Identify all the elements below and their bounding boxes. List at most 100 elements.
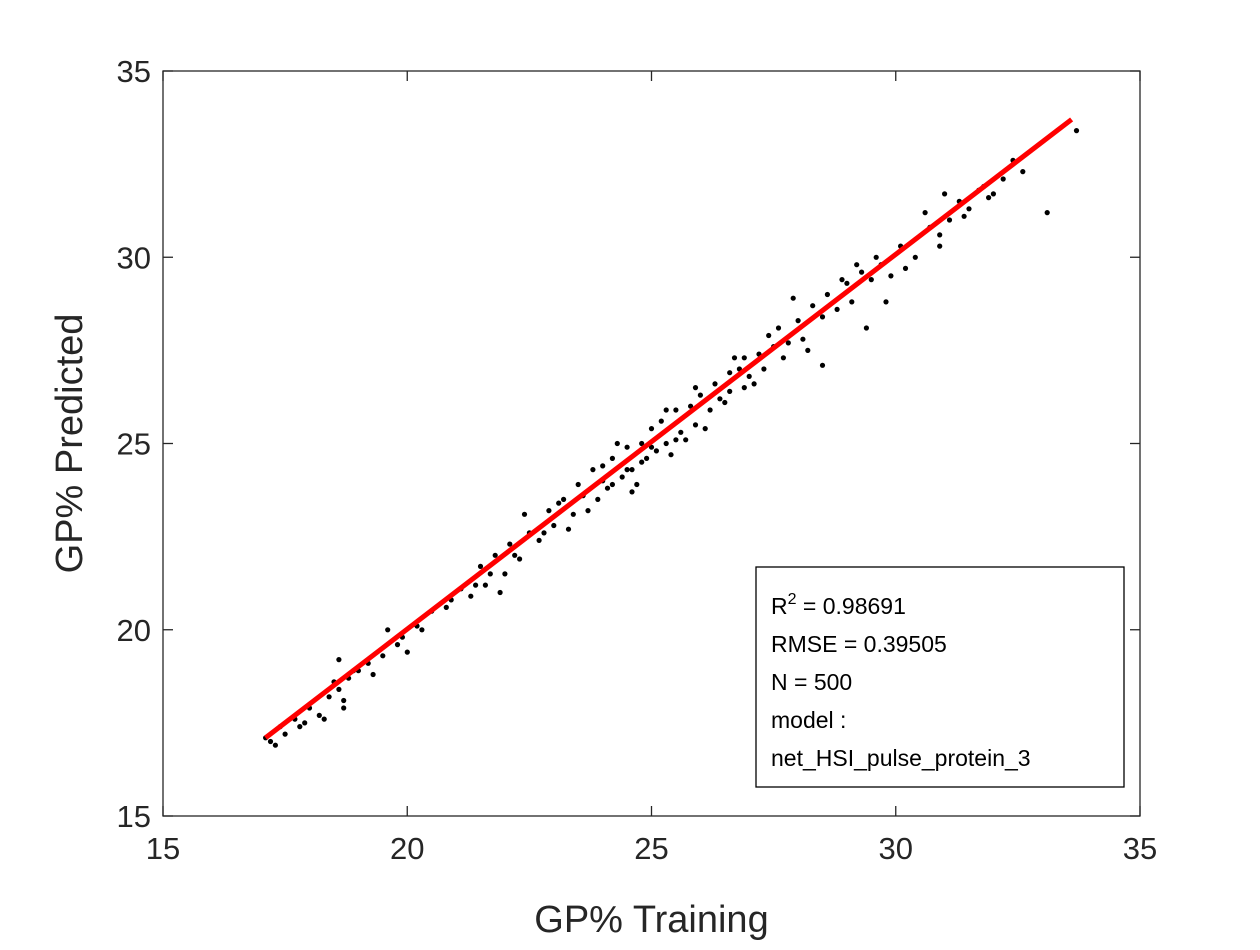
data-point bbox=[653, 448, 660, 454]
data-point bbox=[604, 485, 611, 491]
data-point bbox=[961, 213, 967, 219]
data-point bbox=[810, 303, 816, 309]
y-tick-label: 15 bbox=[117, 799, 151, 834]
data-point bbox=[487, 571, 493, 577]
data-point bbox=[404, 649, 410, 655]
y-tick-label: 30 bbox=[117, 240, 151, 275]
data-point bbox=[937, 243, 943, 249]
data-point bbox=[629, 489, 635, 495]
data-point bbox=[731, 355, 738, 361]
data-point bbox=[600, 463, 606, 469]
data-point bbox=[663, 407, 669, 413]
data-point bbox=[546, 508, 552, 514]
data-point bbox=[990, 191, 997, 197]
data-point bbox=[624, 444, 630, 450]
data-point bbox=[712, 381, 718, 387]
data-point bbox=[570, 511, 576, 517]
data-point bbox=[668, 452, 674, 458]
data-point bbox=[844, 280, 850, 286]
data-point bbox=[673, 407, 679, 413]
data-point bbox=[785, 340, 791, 346]
data-point bbox=[942, 191, 948, 197]
data-point bbox=[321, 716, 327, 722]
data-point bbox=[609, 455, 616, 461]
data-point bbox=[565, 526, 572, 532]
data-point bbox=[946, 217, 953, 223]
data-point bbox=[556, 500, 562, 506]
data-point bbox=[648, 426, 655, 432]
data-point bbox=[741, 385, 747, 391]
data-point bbox=[624, 467, 630, 473]
data-point bbox=[746, 373, 752, 379]
data-point bbox=[473, 582, 479, 588]
stats-annotation-box: R2 = 0.98691 RMSE = 0.39505 N = 500 mode… bbox=[755, 566, 1125, 788]
data-point bbox=[336, 657, 342, 663]
data-point bbox=[790, 295, 796, 301]
points-layer bbox=[263, 128, 1080, 748]
data-point bbox=[922, 210, 928, 216]
r2-superscript: 2 bbox=[788, 591, 797, 608]
data-point bbox=[683, 437, 689, 443]
data-point bbox=[341, 697, 347, 704]
data-point bbox=[727, 388, 733, 394]
data-point bbox=[370, 671, 376, 678]
r2-value: = 0.98691 bbox=[797, 593, 906, 619]
model-label-text: model : bbox=[771, 707, 846, 733]
data-point bbox=[658, 418, 664, 424]
data-point bbox=[595, 496, 601, 502]
data-point bbox=[849, 299, 855, 305]
data-point bbox=[648, 444, 655, 450]
x-tick-label: 15 bbox=[146, 831, 180, 866]
data-point bbox=[326, 694, 332, 700]
data-point bbox=[834, 306, 840, 312]
data-point bbox=[986, 195, 992, 201]
data-point bbox=[859, 269, 865, 275]
data-point bbox=[819, 314, 826, 320]
data-point bbox=[824, 291, 831, 298]
data-point bbox=[609, 481, 616, 488]
x-tick-label: 30 bbox=[879, 831, 913, 866]
data-point bbox=[966, 206, 972, 212]
data-point bbox=[341, 705, 347, 711]
data-point bbox=[717, 396, 723, 402]
x-axis-title: GP% Training bbox=[534, 899, 768, 941]
y-tick-label: 25 bbox=[117, 427, 151, 462]
data-point bbox=[297, 724, 303, 730]
data-point bbox=[1073, 128, 1080, 134]
data-point bbox=[282, 731, 288, 737]
data-point bbox=[854, 262, 860, 268]
stats-box-border bbox=[755, 566, 1125, 788]
data-point bbox=[819, 362, 826, 368]
data-point bbox=[512, 552, 518, 558]
data-point bbox=[551, 522, 557, 529]
data-point bbox=[385, 627, 391, 633]
data-point bbox=[741, 355, 747, 361]
data-point bbox=[517, 556, 523, 562]
data-point bbox=[766, 332, 772, 339]
data-point bbox=[678, 429, 684, 435]
data-point bbox=[795, 318, 801, 324]
ticks-layer: 15 20 25 30 35 15 20 25 30 35 bbox=[117, 54, 1158, 866]
data-point bbox=[575, 481, 581, 488]
data-point bbox=[839, 277, 845, 283]
data-point bbox=[614, 440, 620, 447]
data-point bbox=[688, 403, 694, 409]
data-point bbox=[644, 455, 650, 461]
fit-layer bbox=[264, 117, 1074, 740]
data-point bbox=[888, 273, 894, 279]
data-point bbox=[692, 422, 699, 428]
data-point bbox=[663, 440, 669, 447]
data-point bbox=[775, 325, 782, 331]
data-point bbox=[502, 571, 508, 577]
data-point bbox=[707, 407, 713, 413]
data-point bbox=[541, 530, 547, 536]
data-point bbox=[1020, 169, 1026, 175]
r2-label: R bbox=[771, 593, 788, 619]
data-point bbox=[863, 325, 870, 331]
data-point bbox=[585, 508, 591, 514]
data-point bbox=[727, 370, 733, 376]
data-point bbox=[468, 593, 474, 599]
x-tick-label: 25 bbox=[634, 831, 668, 866]
